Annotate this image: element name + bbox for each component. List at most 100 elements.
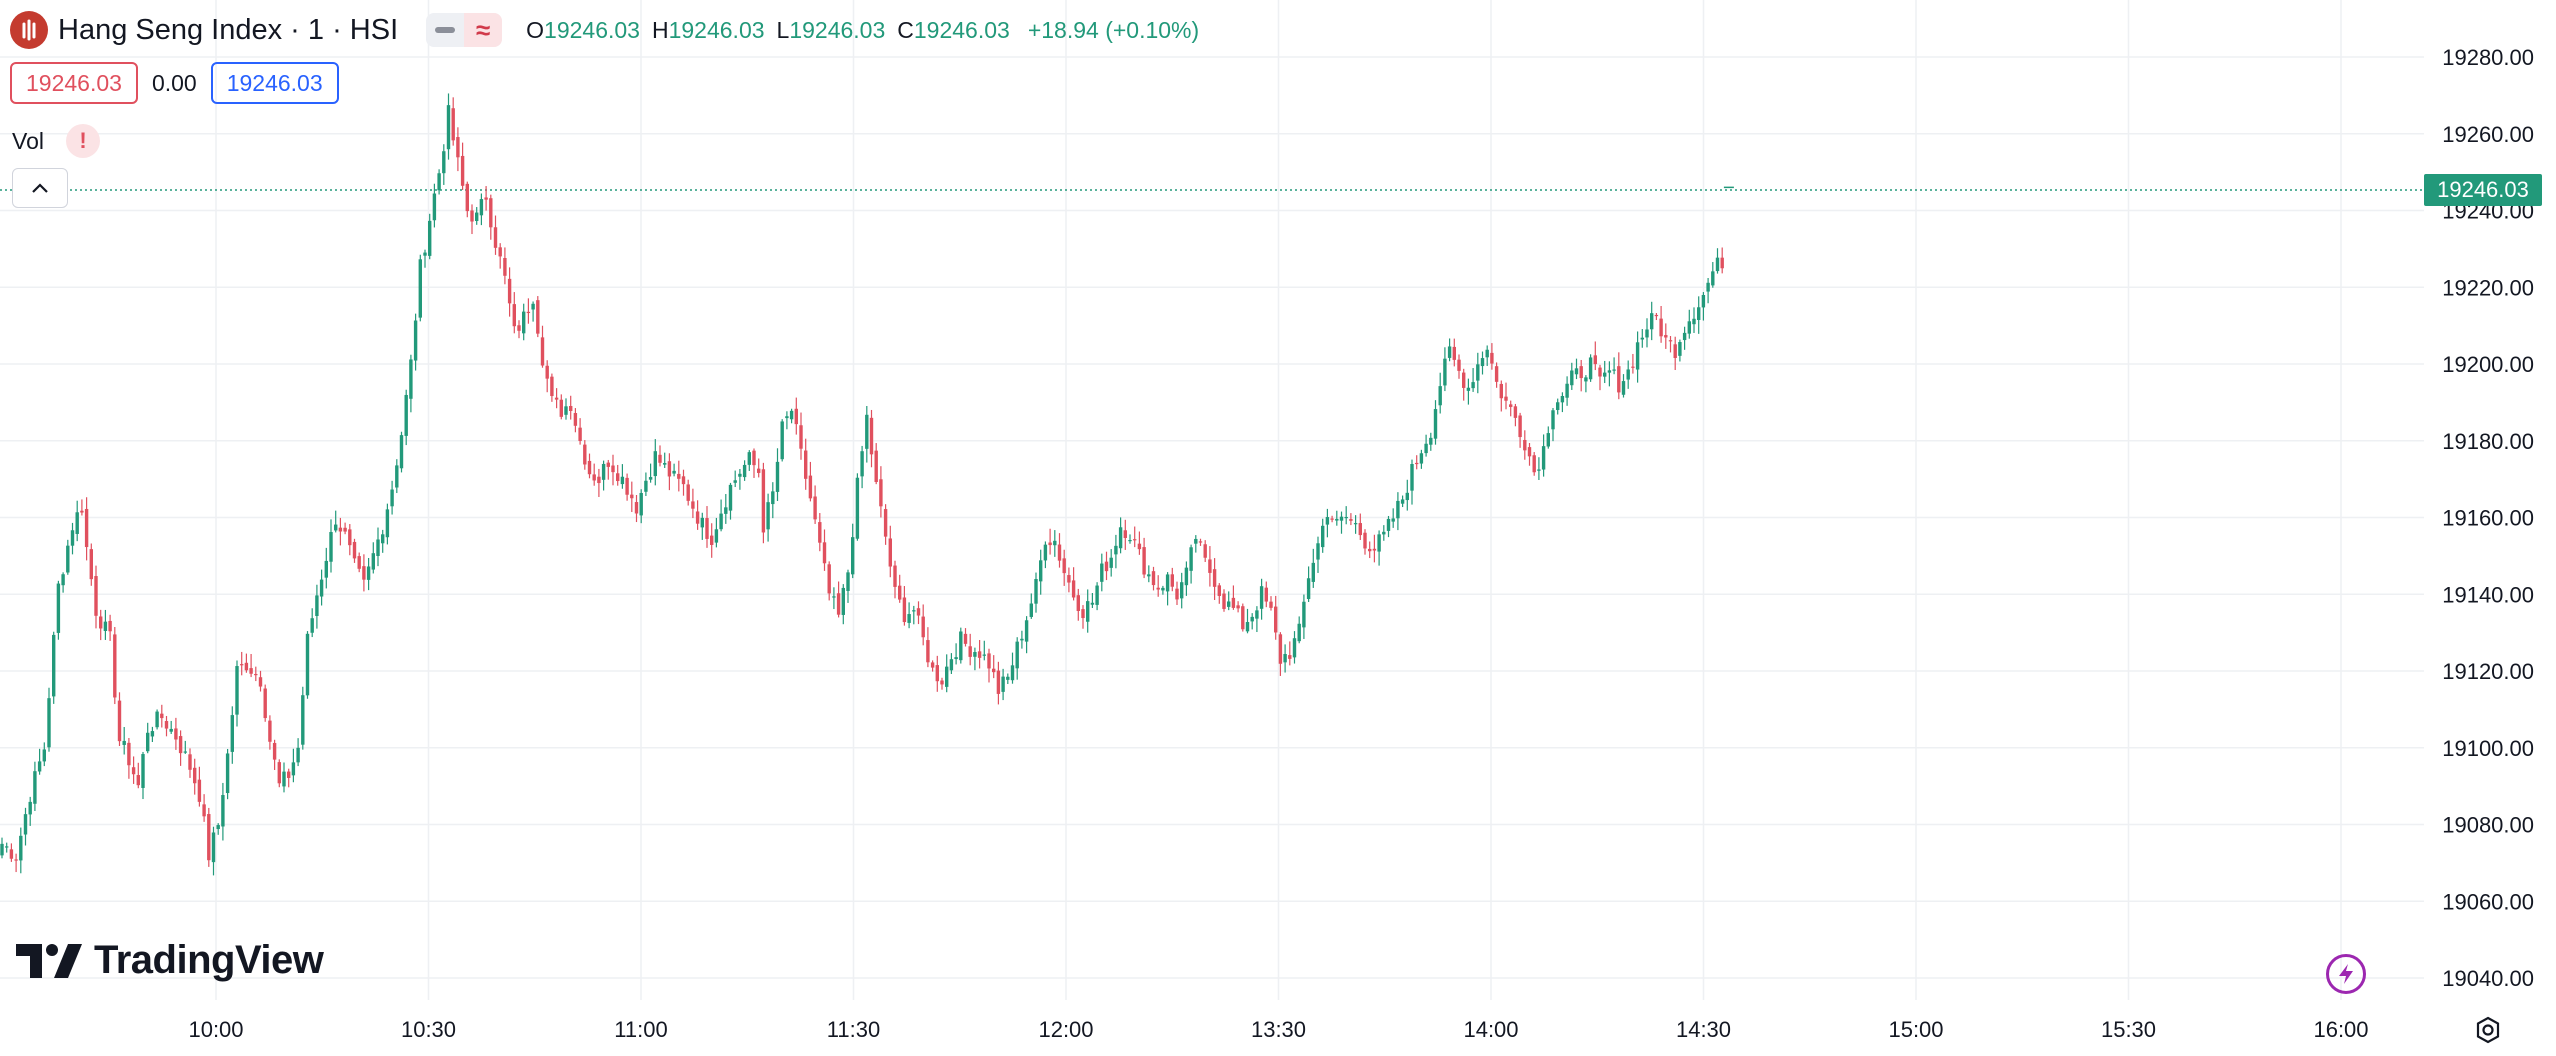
candle-body: [1269, 601, 1273, 608]
candle-body: [836, 593, 841, 615]
high-label: H: [651, 16, 669, 43]
candle-body: [1682, 332, 1687, 341]
candle-body: [775, 461, 780, 492]
candle-body: [1574, 368, 1579, 375]
candle-body: [973, 652, 977, 657]
candle-body: [724, 507, 728, 514]
chart-legend: Hang Seng Index · 1 · HSI ≈ O19246.03 H1…: [10, 10, 1199, 50]
candle-body: [399, 435, 404, 469]
candle-body: [771, 491, 775, 505]
candle-body: [131, 767, 136, 775]
candle-body: [1217, 585, 1221, 596]
candle-body: [272, 742, 277, 760]
candle-body: [432, 193, 437, 221]
candle-body: [550, 376, 554, 397]
change-value: +18.94 (+0.10%): [1027, 16, 1200, 43]
open-label: O: [526, 16, 545, 43]
tradingview-logo[interactable]: TradingView: [16, 938, 324, 983]
collapse-button[interactable]: [12, 168, 68, 208]
candle-body: [1579, 366, 1583, 379]
candle-body: [747, 452, 751, 465]
candle-body: [1203, 544, 1207, 558]
price-axis: 19280.0019260.0019240.0019220.0019200.00…: [2442, 45, 2534, 991]
time-tick-label: 11:30: [827, 1017, 880, 1042]
candle-body: [554, 397, 559, 400]
low-label: L: [776, 16, 790, 43]
candle-body: [28, 801, 32, 815]
chart-mode-toggle[interactable]: ≈: [426, 13, 503, 47]
candle-body: [319, 579, 324, 597]
candle-body: [164, 721, 169, 729]
candle-body: [1664, 335, 1668, 338]
candle-body: [587, 460, 592, 475]
candle-body: [827, 564, 831, 594]
candle-body: [249, 668, 253, 674]
candle-body: [1288, 655, 1292, 659]
candle-body: [869, 417, 874, 455]
candle-body: [343, 527, 347, 532]
candle-body: [216, 825, 220, 830]
candle-body: [141, 754, 145, 788]
candle-body: [1062, 558, 1066, 574]
candle-body: [66, 545, 70, 573]
buy-price-button[interactable]: 19246.03: [210, 62, 339, 104]
gear-icon[interactable]: [2470, 1012, 2506, 1048]
candle-body: [1368, 548, 1372, 552]
chart-grid: [0, 0, 2424, 1000]
lightning-icon[interactable]: [2326, 954, 2366, 994]
candle-body: [1598, 367, 1602, 377]
candle-body: [883, 509, 888, 537]
candle-body: [1278, 634, 1283, 664]
candle-body: [240, 664, 244, 666]
candle-body: [1133, 539, 1137, 541]
candle-body: [1447, 346, 1452, 358]
candle-body: [691, 501, 695, 509]
candle-body: [366, 566, 371, 580]
candle-body: [1386, 518, 1391, 531]
candle-body: [1527, 447, 1532, 457]
symbol-title[interactable]: Hang Seng Index · 1 · HSI: [58, 13, 399, 46]
candle-body: [630, 494, 634, 499]
candle-body: [211, 832, 216, 863]
candle-body: [710, 535, 714, 545]
sell-price-button[interactable]: 19246.03: [10, 62, 138, 104]
candle-body: [460, 155, 465, 186]
candle-body: [268, 720, 272, 742]
candle-body: [1556, 402, 1560, 411]
candlestick-series: [0, 93, 1734, 876]
candle-body: [1339, 516, 1344, 521]
time-tick-label: 14:00: [1463, 1017, 1518, 1042]
volume-label[interactable]: Vol: [12, 127, 44, 154]
candle-body: [1170, 574, 1174, 587]
candle-body: [569, 405, 573, 411]
candle-body: [507, 278, 512, 304]
time-tick-label: 16:00: [2313, 1017, 2368, 1042]
hsi-logo-icon: [10, 11, 48, 49]
candle-body: [94, 576, 98, 616]
candle-body: [1231, 597, 1236, 608]
candle-body: [719, 513, 723, 530]
candle-body: [1715, 257, 1720, 272]
candle-body: [540, 337, 545, 366]
candle-body: [1565, 383, 1569, 398]
candle-body: [1236, 605, 1240, 609]
warning-icon[interactable]: !: [65, 124, 100, 158]
candle-body: [1292, 638, 1297, 658]
candle-body: [451, 108, 455, 141]
candle-body: [282, 771, 286, 787]
candle-body: [921, 616, 925, 638]
candle-body: [1480, 358, 1485, 367]
candle-body: [207, 814, 211, 861]
candle-body: [606, 462, 610, 467]
approx-mode-icon[interactable]: ≈: [464, 13, 503, 47]
candle-body: [197, 779, 202, 802]
candle-body: [1645, 329, 1649, 338]
candle-body: [1541, 446, 1546, 470]
time-tick-label: 14:30: [1676, 1017, 1731, 1042]
candle-body: [907, 614, 911, 623]
candle-body: [851, 537, 855, 575]
price-tick-label: 19180.00: [2442, 429, 2534, 454]
candle-body: [1034, 579, 1038, 604]
flat-mode-icon[interactable]: [426, 13, 464, 47]
